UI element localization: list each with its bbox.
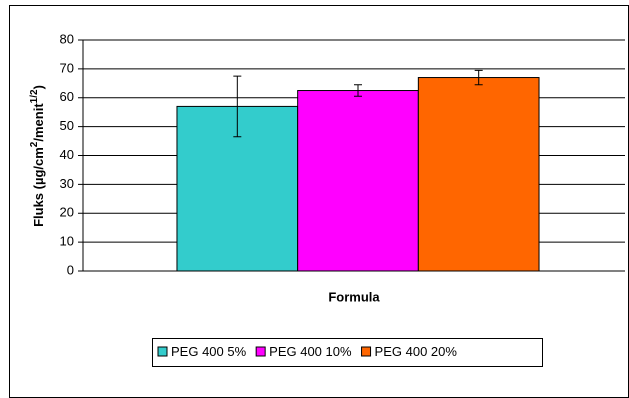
y-tick-label: 60 — [60, 89, 74, 104]
legend-label: PEG 400 10% — [269, 344, 352, 359]
legend-swatch — [157, 346, 168, 357]
bar — [417, 77, 540, 272]
legend-label: PEG 400 5% — [171, 344, 247, 359]
y-tick-label: 10 — [60, 234, 74, 249]
y-tick-label: 70 — [60, 60, 74, 75]
bar — [297, 90, 419, 272]
y-tick-label: 30 — [60, 176, 74, 191]
y-label-part: Fluks (µg/cm — [31, 147, 46, 227]
y-tick-label: 80 — [60, 31, 74, 46]
y-label-part: 1/2 — [29, 89, 40, 103]
error-bar — [354, 84, 362, 97]
y-label-part: 2 — [29, 141, 40, 147]
legend-box — [152, 338, 543, 367]
y-tick-label: 40 — [60, 147, 74, 162]
error-bar — [474, 69, 483, 86]
legend-swatch — [255, 346, 266, 357]
y-tick-label: 0 — [67, 262, 74, 277]
legend-label: PEG 400 20% — [375, 344, 458, 359]
y-axis-label: Fluks (µg/cm2/menit1/2) — [29, 85, 46, 227]
x-axis-label: Formula — [328, 289, 380, 304]
legend-swatch — [361, 346, 372, 357]
y-tick-label: 50 — [60, 118, 74, 133]
y-label-part: ) — [31, 85, 46, 89]
error-bar — [233, 75, 242, 138]
bar — [176, 105, 299, 272]
y-tick-label: 20 — [60, 205, 74, 220]
y-label-part: /menit — [31, 103, 46, 142]
